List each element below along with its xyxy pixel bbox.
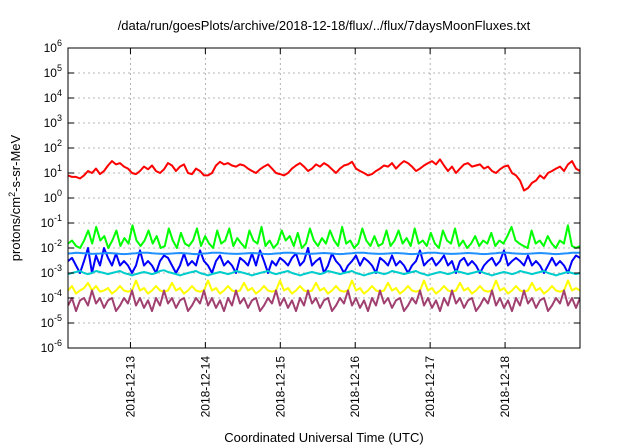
y-tick-label: 101 [44, 163, 62, 180]
series-group [68, 158, 580, 313]
y-tick-label: 10-6 [41, 338, 62, 355]
y-tick-label: 10-3 [41, 263, 62, 280]
series-line-4 [68, 251, 580, 256]
x-tick-label: 2018-12-15 [273, 356, 287, 418]
y-tick-label: 10-2 [41, 238, 62, 255]
x-tick-label: 2018-12-13 [123, 356, 137, 418]
x-tick-label: 2018-12-14 [198, 356, 212, 418]
chart-title: /data/run/goesPlots/archive/2018-12-18/f… [118, 18, 531, 33]
y-tick-label: 106 [44, 38, 62, 55]
y-tick-label: 10-5 [41, 313, 62, 330]
x-axis-label: Coordinated Universal Time (UTC) [224, 430, 423, 445]
y-tick-label: 104 [44, 88, 62, 105]
series-line-3 [68, 269, 580, 277]
x-tick-label: 2018-12-18 [498, 356, 512, 418]
series-line-6 [68, 289, 580, 313]
y-tick-label: 102 [44, 138, 62, 155]
series-line-1 [68, 224, 580, 249]
series-line-5 [68, 279, 580, 295]
y-tick-label: 103 [44, 113, 62, 130]
y-tick-label: 105 [44, 63, 62, 80]
y-tick-label: 10-4 [41, 288, 62, 305]
y-tick-label: 10-1 [41, 213, 62, 230]
y-tick-label: 100 [44, 188, 62, 205]
y-axis-label: protons/cm2-s-sr-MeV [7, 134, 23, 261]
series-line-0 [68, 158, 580, 192]
x-tick-label: 2018-12-17 [423, 356, 437, 418]
x-tick-label: 2018-12-16 [348, 356, 362, 418]
grid [68, 48, 580, 348]
